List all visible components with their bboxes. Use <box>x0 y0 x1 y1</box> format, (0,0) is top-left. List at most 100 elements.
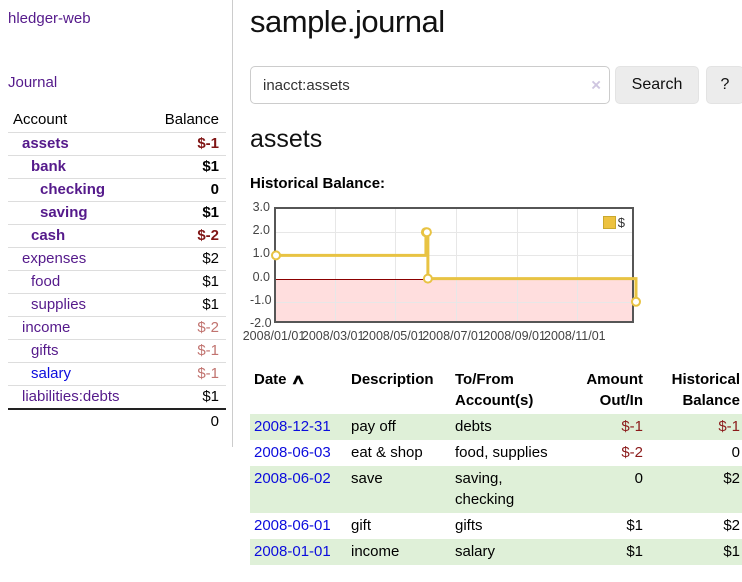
account-balance: $-1 <box>144 339 226 363</box>
transaction-date-link[interactable]: 2008-06-03 <box>250 440 347 466</box>
account-link[interactable]: income <box>22 319 71 336</box>
transaction-date-link[interactable]: 2008-12-31 <box>254 418 331 435</box>
account-balance: 0 <box>144 178 226 202</box>
register-table: Date ∧ Description To/From Account(s) Amo… <box>250 367 742 565</box>
gridline <box>395 209 397 321</box>
search-input-wrap: × <box>250 66 610 104</box>
account-link[interactable]: cash <box>31 227 66 244</box>
register-header-accounts: To/From Account(s) <box>455 371 534 409</box>
gridline <box>455 209 457 321</box>
register-header-balance: Historical Balance <box>671 371 740 409</box>
account-row: assets $-1 <box>8 132 226 156</box>
account-link[interactable]: assets <box>22 135 69 152</box>
transaction-accounts: food, supplies <box>455 444 548 461</box>
account-link[interactable]: supplies <box>31 296 87 313</box>
main-panel: sample.journal × Search ? assets Histori… <box>233 0 742 582</box>
transaction-amount: $1 <box>626 517 643 534</box>
account-link[interactable]: gifts <box>31 342 59 359</box>
transaction-accounts: gifts <box>455 517 483 534</box>
register-row: 2008-06-03 eat & shop food, supplies $-2 0 <box>250 440 742 466</box>
search-input[interactable] <box>250 66 610 104</box>
account-row: food $1 <box>8 270 226 294</box>
transaction-date-link[interactable]: 2008-01-01 <box>254 543 331 560</box>
account-link[interactable]: food <box>31 273 61 290</box>
chart-title: Historical Balance: <box>250 175 386 192</box>
transaction-accounts: debts <box>455 418 492 435</box>
historical-balance-chart: $ 3.0 2.0 1.0 0.0 -1.0 -2.0 2008/01/01 2008/03/… <box>243 200 742 351</box>
y-axis-tick-label: 2.0 <box>252 223 270 238</box>
account-balance: $1 <box>144 155 226 179</box>
transaction-description: save <box>351 470 383 487</box>
account-link[interactable]: saving <box>40 204 88 221</box>
data-point-marker <box>631 296 641 307</box>
account-row: bank $1 <box>8 155 226 179</box>
sidebar-item-journal[interactable]: Journal <box>8 74 58 91</box>
transaction-date-link[interactable]: 2008-06-03 <box>254 444 331 461</box>
transaction-date-link[interactable]: 2008-06-02 <box>254 470 331 487</box>
account-balance: $-1 <box>144 362 226 386</box>
transaction-accounts: saving, checking <box>455 470 515 508</box>
data-point-marker <box>271 250 281 261</box>
gridline <box>516 209 518 321</box>
account-link[interactable]: liabilities:debts <box>22 388 120 405</box>
register-table-body: 2008-12-31 pay off debts $-1 $-1 2008-06-03 ea… <box>250 414 742 565</box>
account-balance: $-2 <box>144 224 226 248</box>
app-title-link[interactable]: hledger-web <box>8 10 91 27</box>
account-balance: $1 <box>144 293 226 317</box>
search-button[interactable]: Search <box>615 66 699 104</box>
gridline <box>576 209 578 321</box>
account-balance: $1 <box>144 385 226 410</box>
account-link[interactable]: checking <box>40 181 106 198</box>
register-row: 2008-06-01 gift gifts $1 $2 <box>250 513 742 539</box>
x-axis-tick-label: 2008/05/01 <box>362 329 425 343</box>
transaction-amount: $-2 <box>621 444 643 461</box>
account-balance: $1 <box>144 201 226 225</box>
x-axis-tick-label: 2008/11/01 <box>543 329 606 343</box>
accounts-table-body: assets $-1 bank $1 checking 0 saving $1 cash $-2 e… <box>8 132 226 410</box>
register-header-description: Description <box>351 371 434 388</box>
transaction-amount: $-1 <box>621 418 643 435</box>
chart-plot-area[interactable]: $ <box>271 207 641 323</box>
transaction-date-link[interactable]: 2008-06-01 <box>254 517 331 534</box>
sort-ascending-icon: ∧ <box>289 371 306 387</box>
transaction-amount: $1 <box>626 543 643 560</box>
page-title: sample.journal <box>250 4 445 39</box>
transaction-date-link[interactable]: 2008-06-01 <box>250 513 347 539</box>
data-point-marker <box>422 273 433 284</box>
help-button[interactable]: ? <box>706 66 742 104</box>
accounts-total-spacer <box>8 408 145 433</box>
account-balance: $-1 <box>144 132 226 156</box>
account-link[interactable]: salary <box>31 365 72 382</box>
gridline <box>335 209 337 321</box>
transaction-description: pay off <box>351 418 396 435</box>
current-account-title: assets <box>250 125 323 153</box>
x-axis-tick-label: 2008/09/01 <box>483 329 546 343</box>
gridline <box>276 232 632 234</box>
account-link[interactable]: expenses <box>22 250 87 267</box>
accounts-header-row: Account Balance <box>8 108 226 133</box>
chart-legend: $ <box>600 214 627 231</box>
transaction-balance: 0 <box>731 444 740 461</box>
transaction-balance: $1 <box>723 543 740 560</box>
account-row: expenses $2 <box>8 247 226 271</box>
transaction-balance: $2 <box>723 470 740 487</box>
accounts-header-balance: Balance <box>144 108 226 133</box>
x-axis-tick-label: 2008/07/01 <box>422 329 485 343</box>
account-link[interactable]: bank <box>31 158 67 175</box>
transaction-date-link[interactable]: 2008-12-31 <box>250 414 347 440</box>
transaction-description: income <box>351 543 400 560</box>
legend-label: $ <box>617 215 625 230</box>
account-row: supplies $1 <box>8 293 226 317</box>
y-axis-tick-label: 1.0 <box>252 246 270 261</box>
x-axis-tick-label: 2008/01/01 <box>242 329 306 343</box>
y-axis-tick-label: 3.0 <box>252 200 270 214</box>
accounts-total-row: 0 <box>8 408 226 433</box>
clear-search-icon[interactable]: × <box>591 75 601 95</box>
transaction-date-link[interactable]: 2008-06-02 <box>250 466 347 513</box>
balance-line <box>271 227 641 307</box>
transaction-date-link[interactable]: 2008-01-01 <box>250 539 347 565</box>
y-axis-tick-label: 0.0 <box>252 269 270 284</box>
account-row: checking 0 <box>8 178 226 202</box>
y-axis-tick-label: -2.0 <box>250 316 272 330</box>
register-header-date[interactable]: Date ∧ <box>254 371 306 388</box>
